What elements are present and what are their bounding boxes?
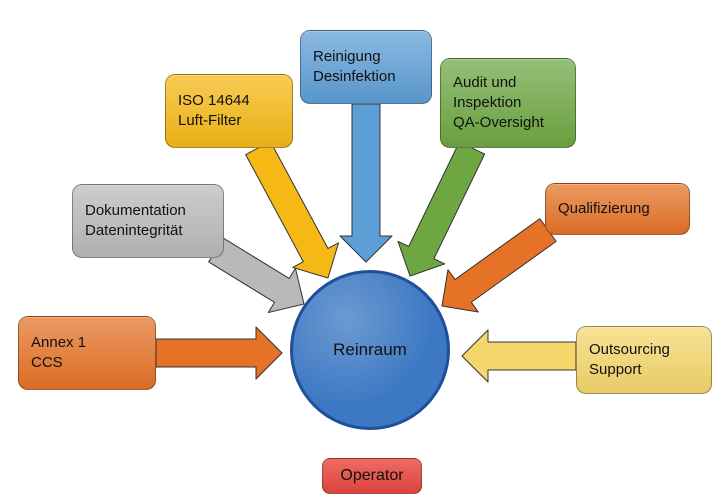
arrow-annex1 (156, 327, 282, 379)
box-quali: Qualifizierung (545, 183, 690, 235)
box-outsrc-line1: Outsourcing (589, 340, 699, 360)
box-doku-line2: Datenintegrität (85, 221, 211, 241)
box-audit-line3: QA-Oversight (453, 113, 563, 133)
box-iso-line1: ISO 14644 (178, 91, 280, 111)
box-reinig-line2: Desinfektion (313, 67, 419, 87)
box-annex1-line2: CCS (31, 353, 143, 373)
box-reinig-line1: Reinigung (313, 47, 419, 67)
box-quali-line1: Qualifizierung (558, 199, 677, 219)
box-outsrc-line2: Support (589, 360, 699, 380)
center-label: Reinraum (333, 340, 407, 360)
box-audit-line2: Inspektion (453, 93, 563, 113)
operator-label: Operator (340, 467, 403, 485)
arrow-reinig (340, 104, 392, 262)
box-audit: Audit und Inspektion QA-Oversight (440, 58, 576, 148)
box-audit-line1: Audit und (453, 73, 563, 93)
center-circle: Reinraum (290, 270, 450, 430)
box-iso-line2: Luft-Filter (178, 111, 280, 131)
box-doku-line1: Dokumentation (85, 201, 211, 221)
arrow-outsrc (462, 330, 576, 382)
box-annex1: Annex 1 CCS (18, 316, 156, 390)
box-iso: ISO 14644 Luft-Filter (165, 74, 293, 148)
box-annex1-line1: Annex 1 (31, 333, 143, 353)
box-reinig: Reinigung Desinfektion (300, 30, 432, 104)
box-outsrc: Outsourcing Support (576, 326, 712, 394)
box-doku: Dokumentation Datenintegrität (72, 184, 224, 258)
operator-box: Operator (322, 458, 422, 494)
